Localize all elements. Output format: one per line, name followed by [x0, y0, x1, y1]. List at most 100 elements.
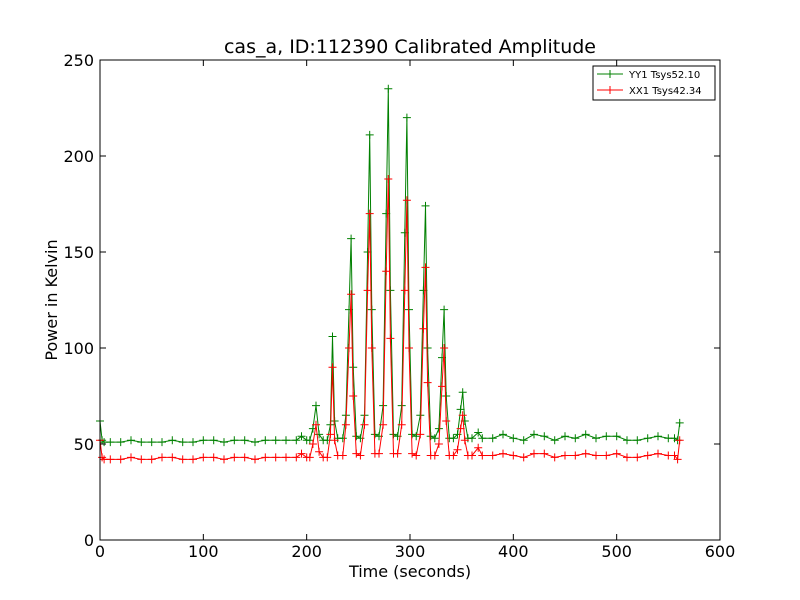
data-point: [251, 438, 259, 447]
data-point: [315, 430, 324, 439]
data-point: [384, 175, 393, 183]
data-point: [347, 290, 356, 299]
legend-marker-xx1: [606, 86, 614, 94]
data-point: [305, 453, 314, 462]
data-point: [675, 418, 684, 427]
data-point: [308, 440, 317, 448]
data-point: [158, 438, 166, 447]
data-point: [434, 440, 443, 448]
data-point: [137, 455, 146, 464]
data-point: [189, 438, 197, 447]
data-point: [571, 451, 580, 460]
data-point: [602, 451, 611, 460]
data-point: [189, 455, 197, 464]
x-tick-label: 400: [498, 542, 529, 561]
plot-frame: [99, 59, 721, 541]
data-point: [623, 453, 631, 462]
data-point: [323, 453, 332, 462]
data-point: [393, 449, 402, 458]
data-point: [137, 438, 146, 447]
data-point: [416, 430, 425, 439]
data-point: [654, 449, 662, 458]
data-point: [460, 436, 469, 445]
data-point: [673, 455, 682, 464]
data-point: [474, 443, 483, 452]
data-point: [349, 363, 358, 372]
data-point: [478, 434, 487, 443]
data-point: [412, 432, 421, 441]
data-point: [509, 434, 518, 443]
data-point: [365, 209, 374, 218]
data-point: [519, 436, 528, 445]
legend-label-yy1: YY1 Tsys52.10: [628, 70, 700, 81]
data-point: [530, 430, 538, 439]
data-point: [209, 453, 218, 462]
y-tick-label: 50: [74, 435, 94, 454]
chart-title: cas_a, ID:112390 Calibrated Amplitude: [224, 36, 596, 58]
x-tick-label: 0: [95, 542, 105, 561]
data-point: [592, 451, 600, 460]
data-point: [168, 436, 177, 445]
data-point: [240, 453, 249, 462]
data-point: [328, 363, 337, 372]
data-point: [468, 451, 476, 460]
data-point: [423, 378, 432, 387]
series-line: [99, 178, 681, 461]
data-point: [540, 449, 549, 458]
data-point: [434, 424, 443, 433]
data-point: [282, 436, 290, 445]
data-point: [127, 436, 135, 445]
data-point: [412, 451, 421, 460]
data-point: [199, 453, 208, 462]
x-tick-label: 500: [601, 542, 632, 561]
data-point: [220, 455, 228, 464]
data-point: [352, 449, 361, 458]
y-tick-label: 250: [63, 51, 94, 70]
data-point: [330, 436, 339, 445]
data-point: [261, 453, 270, 462]
data-point: [271, 453, 280, 462]
data-point: [602, 432, 611, 441]
data-point: [423, 344, 432, 352]
data-point: [400, 286, 409, 295]
data-point: [456, 424, 465, 433]
data-point: [341, 420, 350, 429]
data-point: [571, 434, 580, 443]
data-point: [328, 332, 337, 341]
data-point: [386, 286, 395, 295]
x-axis-label: Time (seconds): [348, 562, 471, 581]
data-point: [550, 453, 559, 462]
data-point: [360, 420, 369, 429]
data-point: [230, 436, 239, 445]
data-point: [440, 344, 449, 352]
data-point: [338, 434, 347, 443]
y-tick-label: 200: [63, 147, 94, 166]
data-point: [581, 449, 590, 458]
legend-label-xx1: XX1 Tsys42.34: [629, 86, 702, 97]
data-point: [405, 344, 413, 352]
data-point: [352, 432, 361, 441]
data-point: [209, 436, 218, 445]
series-1: [96, 175, 684, 464]
data-point: [421, 263, 430, 272]
series-line: [99, 88, 681, 443]
x-tick-label: 100: [188, 542, 219, 561]
legend-marker-yy1: [606, 70, 614, 78]
data-point: [326, 430, 335, 439]
data-point: [440, 305, 449, 314]
data-point: [442, 392, 451, 400]
data-point: [147, 438, 156, 447]
data-point: [458, 388, 467, 397]
data-point: [282, 453, 290, 462]
data-point: [449, 451, 458, 460]
data-point: [675, 436, 684, 445]
data-point: [419, 324, 428, 333]
data-point: [382, 267, 391, 276]
data-point: [509, 451, 518, 460]
y-tick-label: 0: [84, 531, 94, 550]
data-point: [397, 420, 406, 429]
x-axis-ticks: 0 100 200 300 400 500 600: [95, 60, 735, 561]
data-point: [405, 305, 413, 314]
legend-entry-yy1: YY1 Tsys52.10: [597, 70, 700, 81]
x-tick-label: 200: [291, 542, 322, 561]
